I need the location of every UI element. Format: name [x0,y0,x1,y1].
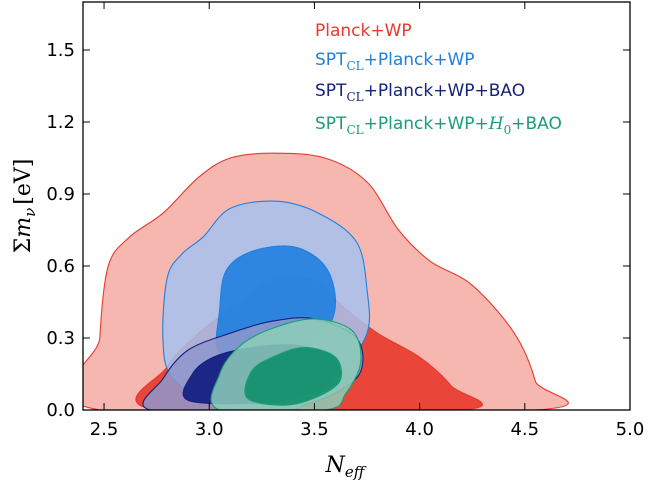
y-axis-label: Σmν [eV] [11,159,39,254]
y-axis-label-sub: ν [21,208,39,217]
y-axis-label-m: m [11,217,36,238]
legend-spt-planck-wp-bao: SPTCL+Planck+WP+BAO [315,81,525,104]
y-tick-label: 0.9 [46,184,75,205]
legend-spt-sub: CL [346,59,363,73]
y-tick-label: 1.5 [46,40,75,61]
x-tick-label: 4.0 [405,419,434,440]
x-tick-label: 3.0 [195,419,224,440]
x-tick-label: 2.5 [90,419,119,440]
x-tick-label: 5.0 [616,419,645,440]
legend-h0-h: H [488,114,505,134]
x-axis-label: Neff [325,453,367,481]
x-axis-label-sub: eff [345,463,367,481]
legend-h0-mid: +Planck+WP+ [364,114,489,134]
y-tick-label: 1.2 [46,112,75,133]
legend-h0-pre: SPT [315,114,347,134]
y-axis-label-unit: [eV] [11,159,36,205]
legend-bao-sub: CL [346,90,363,104]
series-4-contour-68 [244,347,343,406]
axis-ticks: 2.5 3.0 3.5 4.0 4.5 5.0 0.0 0.3 0.6 0.9 1.2 1.5 [46,2,644,440]
legend-spt-planck-wp: SPTCL+Planck+WP [315,50,475,73]
legend-spt-post: +Planck+WP [364,50,475,70]
legend-spt-planck-wp-h0-bao: SPTCL+Planck+WP+H0+BAO [315,114,562,137]
y-tick-label: 0.0 [46,400,75,421]
series-4 [210,318,362,410]
x-tick-label: 3.5 [300,419,329,440]
x-tick-label: 4.5 [510,419,539,440]
legend-planck-wp: Planck+WP [315,21,412,41]
plot-area [83,152,569,410]
y-tick-label: 0.6 [46,256,75,277]
legend-h0-post: +BAO [511,114,562,134]
y-tick-label: 0.3 [46,328,75,349]
legend-h0-hsub: 0 [504,123,512,137]
legend-h0-sub: CL [346,123,363,137]
plot-frame [82,1,631,411]
x-axis-label-main: N [325,453,346,478]
legend-spt-pre: SPT [315,50,347,70]
legend: Planck+WP SPTCL+Planck+WP SPTCL+Planck+W… [315,21,562,137]
y-axis-label-sigma: Σ [11,238,36,254]
legend-bao-pre: SPT [315,81,347,101]
legend-bao-post: +Planck+WP+BAO [364,81,526,101]
